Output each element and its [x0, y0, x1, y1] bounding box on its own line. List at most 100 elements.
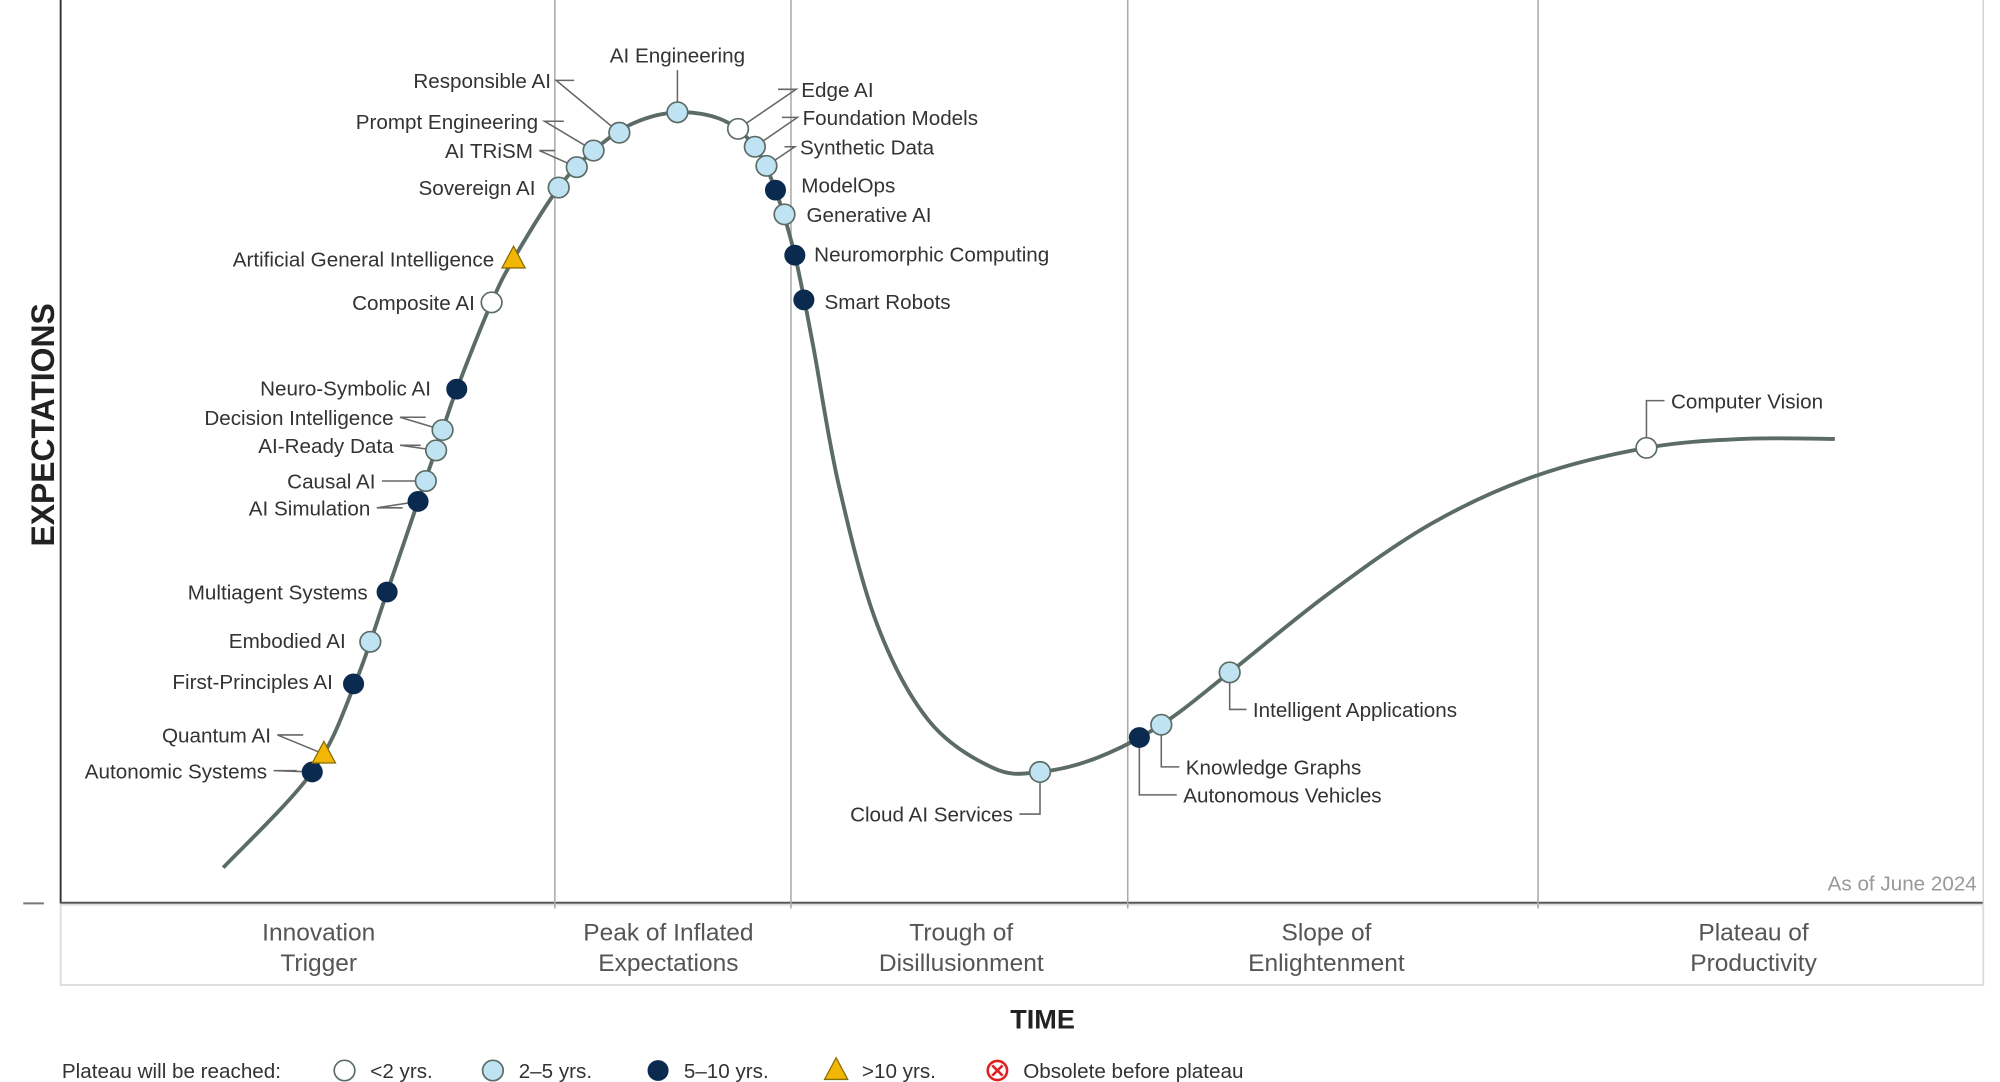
- technology-label: Synthetic Data: [800, 136, 935, 159]
- legend-label: <2 yrs.: [370, 1060, 432, 1082]
- technology-marker-2to5: [424, 439, 448, 462]
- technology-label: Autonomous Vehicles: [1183, 785, 1381, 808]
- legend: Plateau will be reached: <2 yrs. 2–5 yrs. 5…: [62, 1056, 1243, 1082]
- technology-label: Artificial General Intelligence: [233, 249, 494, 272]
- technology-marker-5to10: [407, 491, 429, 512]
- technology-label: Embodied AI: [229, 630, 346, 653]
- technology-marker-2to5: [755, 154, 778, 177]
- technology-marker-lt2: [726, 117, 750, 140]
- chart-frame: [23, 0, 1985, 986]
- legend-title: Plateau will be reached:: [62, 1060, 281, 1082]
- leader-line: [399, 416, 443, 431]
- phase-label: Innovation: [262, 919, 375, 946]
- technology-label: Foundation Models: [803, 107, 978, 130]
- phase-label: Disillusionment: [879, 950, 1044, 977]
- technology-marker-2to5: [1218, 661, 1241, 684]
- technology-marker-5to10: [376, 581, 398, 603]
- technology-marker-2to5: [431, 418, 454, 442]
- leader-line: [399, 444, 437, 452]
- phase-label: Peak of Inflated: [583, 919, 753, 946]
- technology-marker-lt2: [1635, 436, 1658, 459]
- technology-marker-5to10: [764, 179, 786, 201]
- technology-label: Knowledge Graphs: [1186, 757, 1361, 780]
- technology-markers: [301, 101, 1658, 783]
- legend-marker-obsolete: [986, 1059, 1009, 1082]
- legend-marker-5to10: [647, 1060, 669, 1081]
- phase-label: Plateau of: [1698, 919, 1809, 946]
- technology-marker-5to10: [1128, 727, 1150, 748]
- x-axis-label: TIME: [1010, 1005, 1075, 1035]
- technology-marker-2to5: [547, 176, 570, 199]
- leader-line: [1019, 771, 1041, 815]
- technology-label: Generative AI: [806, 204, 931, 227]
- technology-marker-gt10: [311, 739, 337, 764]
- technology-marker-5to10: [793, 289, 815, 311]
- leader-line: [754, 116, 800, 148]
- technology-marker-5to10: [301, 761, 323, 783]
- legend-item: 5–10 yrs.: [647, 1060, 769, 1082]
- technology-labels: Autonomic Systems Quantum AI First-Princip…: [85, 45, 1823, 827]
- y-axis-label: EXPECTATIONS: [25, 303, 61, 546]
- technology-label: Neuro-Symbolic AI: [260, 378, 431, 401]
- technology-label: Prompt Engineering: [356, 111, 538, 134]
- legend-item: >10 yrs.: [823, 1056, 936, 1082]
- leader-line: [541, 120, 594, 152]
- technology-marker-2to5: [565, 156, 588, 179]
- leader-line: [1645, 399, 1665, 448]
- technology-marker-2to5: [1150, 713, 1173, 736]
- technology-marker-2to5: [359, 630, 382, 653]
- phase-label: Trough of: [909, 919, 1013, 946]
- leader-line: [273, 769, 313, 773]
- leader-line: [277, 734, 325, 755]
- technology-label: AI TRiSM: [445, 140, 533, 163]
- leader-line: [737, 88, 799, 130]
- technology-label: ModelOps: [801, 175, 895, 198]
- technology-label: Smart Robots: [825, 291, 951, 314]
- technology-label: Decision Intelligence: [204, 407, 393, 430]
- technology-marker-2to5: [582, 139, 605, 162]
- phase-label: Enlightenment: [1248, 950, 1405, 977]
- legend-marker-2to5: [481, 1059, 505, 1082]
- technology-marker-2to5: [743, 135, 766, 158]
- technology-marker-lt2: [480, 291, 503, 314]
- technology-label: Composite AI: [352, 292, 475, 315]
- technology-marker-5to10: [343, 673, 365, 695]
- technology-label: Neuromorphic Computing: [814, 244, 1049, 267]
- technology-label: AI-Ready Data: [258, 435, 394, 458]
- leader-line: [766, 145, 798, 167]
- technology-marker-2to5: [608, 121, 631, 144]
- legend-label: 2–5 yrs.: [519, 1060, 592, 1082]
- legend-item: Obsolete before plateau: [986, 1059, 1243, 1082]
- technology-marker-2to5: [414, 469, 437, 493]
- technology-marker-2to5: [773, 203, 796, 226]
- leader-line: [1228, 672, 1247, 711]
- leader-line: [1160, 724, 1180, 768]
- leader-line: [376, 500, 419, 509]
- leader-line: [1138, 737, 1177, 796]
- technology-label: Autonomic Systems: [85, 760, 267, 783]
- technology-marker-2to5: [666, 101, 689, 124]
- legend-label: Obsolete before plateau: [1023, 1060, 1243, 1082]
- phase-dividers: [554, 0, 1539, 909]
- technology-label: Edge AI: [801, 79, 873, 102]
- technology-label: Responsible AI: [413, 70, 551, 93]
- technology-label: Cloud AI Services: [850, 804, 1013, 827]
- phase-label: Expectations: [598, 950, 738, 977]
- legend-marker-lt2: [333, 1059, 356, 1082]
- leader-lines: [273, 70, 1665, 815]
- phase-labels: Innovation Trigger Peak of Inflated Expecta…: [262, 919, 1817, 976]
- technology-label: Intelligent Applications: [1253, 699, 1457, 722]
- technology-label: Multiagent Systems: [188, 582, 368, 605]
- technology-label: Causal AI: [287, 471, 375, 494]
- legend-item: 2–5 yrs.: [481, 1059, 592, 1082]
- as-of-date: As of June 2024: [1828, 873, 1977, 896]
- technology-label: AI Engineering: [610, 45, 745, 68]
- phase-band: [59, 903, 1985, 986]
- phase-label: Trigger: [280, 950, 357, 977]
- technology-label: Sovereign AI: [418, 177, 535, 200]
- technology-label: Computer Vision: [1671, 390, 1823, 413]
- technology-marker-2to5: [1028, 760, 1052, 783]
- technology-marker-5to10: [446, 378, 468, 400]
- technology-marker-gt10: [500, 244, 527, 269]
